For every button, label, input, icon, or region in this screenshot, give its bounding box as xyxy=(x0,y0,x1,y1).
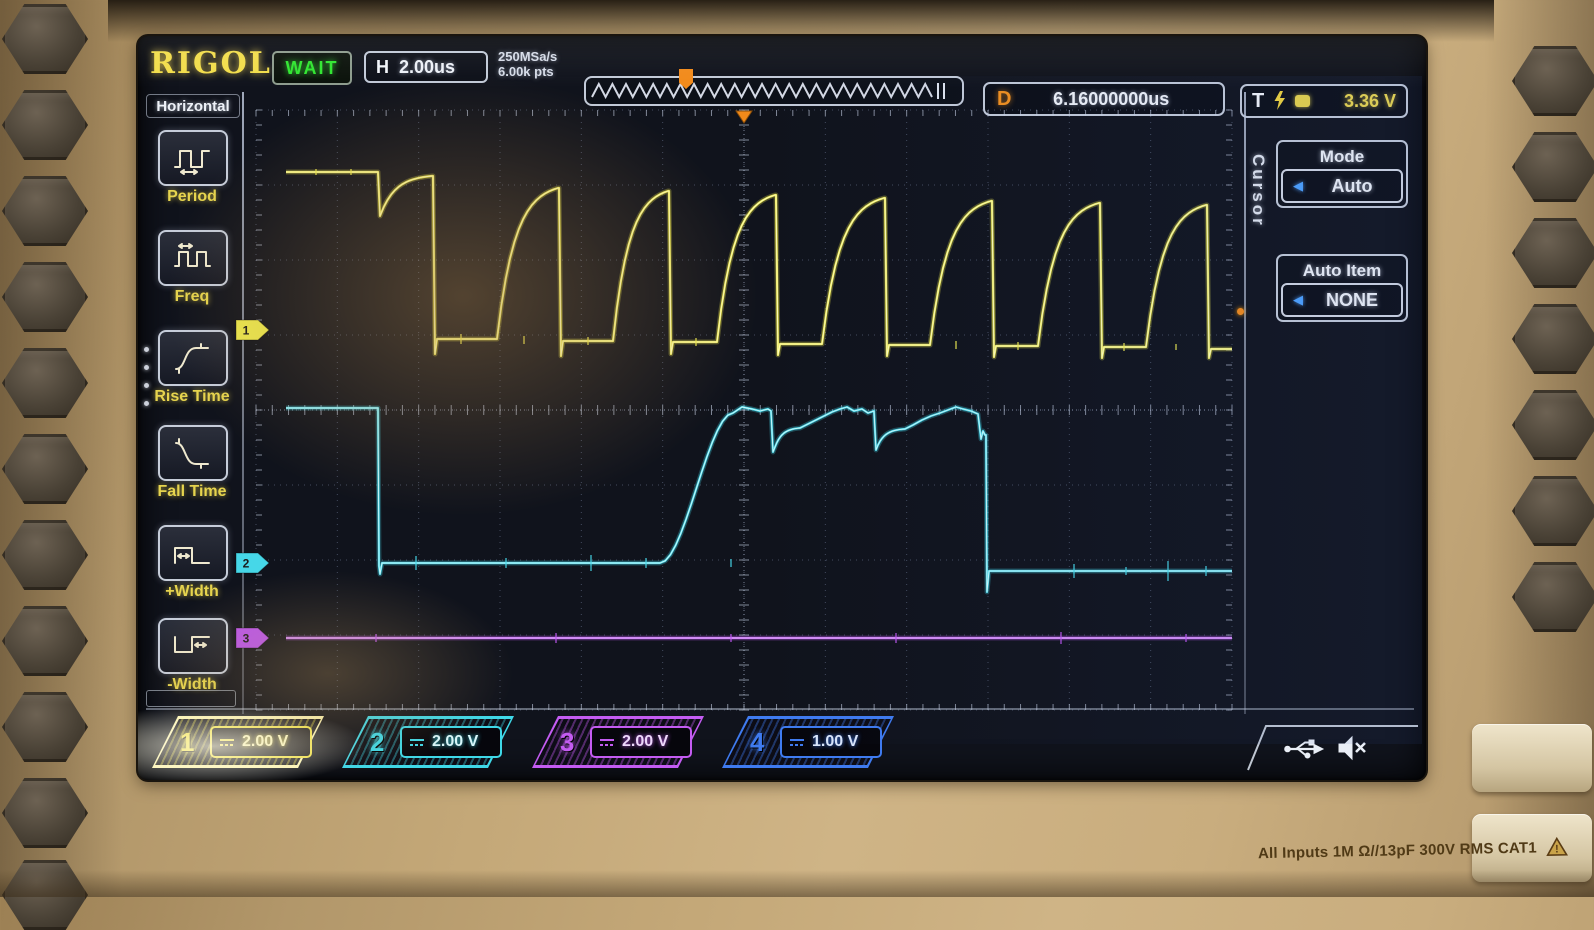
oscilloscope-screen: RIGOL WAIT H 2.00us 250MSa/s 6.00k pts D… xyxy=(138,36,1426,780)
measure-label-fall-time: Fall Time xyxy=(157,483,227,500)
plus-width-icon xyxy=(174,547,210,564)
menu-page-dot xyxy=(144,401,149,406)
measure-button-freq[interactable] xyxy=(158,230,228,286)
channel-scale-value: 2.00 V xyxy=(622,733,669,750)
warning-icon: ! xyxy=(1546,836,1568,857)
chevron-left-icon: ◀ xyxy=(1293,178,1303,193)
measure-label-plus-width: +Width xyxy=(165,583,219,600)
softkey-empty-box xyxy=(146,690,236,707)
auto-item-group: Auto Item ◀ NONE xyxy=(1276,254,1408,322)
measure-button-period[interactable] xyxy=(158,130,228,186)
usb-icon xyxy=(1284,739,1325,759)
panel-key[interactable] xyxy=(1472,724,1592,792)
channel-scale-box: 2.00 V xyxy=(400,726,502,758)
panel-top-shade xyxy=(108,0,1494,42)
left-menu-divider xyxy=(242,92,244,714)
measure-button-minus-width[interactable] xyxy=(158,618,228,674)
auto-item-title: Auto Item xyxy=(1302,261,1382,280)
panel-bottom-shade xyxy=(0,870,1594,897)
waveform-graticule: 3 2 1 xyxy=(235,109,1233,711)
channel-number: 1 xyxy=(180,727,195,757)
measure-label-freq: Freq xyxy=(174,288,210,305)
sample-rate: 250MSa/s xyxy=(498,49,558,64)
status-divider xyxy=(146,708,1414,710)
cursor-mode-group: Mode ◀ Auto xyxy=(1276,140,1408,208)
brand-logo: RIGOL xyxy=(150,46,272,81)
freq-icon xyxy=(174,243,211,267)
right-menu-divider xyxy=(1244,92,1246,714)
measure-button-rise-time[interactable] xyxy=(158,330,228,386)
channel-scale-value: 1.00 V xyxy=(812,733,859,750)
trigger-info-box[interactable]: T 3.36 V xyxy=(1240,84,1408,118)
auto-item-value: NONE xyxy=(1325,289,1378,310)
channel-badge-2[interactable]: 2 2.00 V xyxy=(342,716,514,768)
trigger-label: T xyxy=(1252,89,1265,112)
channel-scale-box: 1.00 V xyxy=(780,726,882,758)
channel-badge-3[interactable]: 3 2.00 V xyxy=(532,716,704,768)
channel-number: 2 xyxy=(370,727,385,757)
trigger-position-marker[interactable] xyxy=(679,69,693,89)
minus-width-icon xyxy=(174,636,210,653)
status-corner-lines xyxy=(1247,725,1418,771)
delay-label: D xyxy=(997,87,1012,110)
channel-number: 3 xyxy=(560,727,575,757)
channel-badge-4[interactable]: 4 1.00 V xyxy=(722,716,894,768)
timebase-value: 2.00us xyxy=(399,56,456,77)
svg-text:1: 1 xyxy=(243,324,250,338)
channel-scale-value: 2.00 V xyxy=(242,733,289,750)
dc-coupling-icon xyxy=(600,738,614,746)
waveform-overview-bar[interactable] xyxy=(584,69,964,106)
dc-coupling-icon xyxy=(410,738,424,746)
horizontal-label: H xyxy=(376,56,389,77)
trigger-source-ch1-icon xyxy=(1295,95,1311,107)
measure-label-period: Period xyxy=(167,188,217,205)
trigger-level-value: 3.36 V xyxy=(1343,90,1396,111)
measure-label-rise-time: Rise Time xyxy=(154,388,230,405)
period-icon xyxy=(174,150,210,175)
fall-time-icon xyxy=(175,438,209,469)
acquisition-info: 250MSa/s 6.00k pts xyxy=(498,49,557,79)
auto-item-button[interactable]: ◀ NONE xyxy=(1281,283,1403,317)
cursor-mode-value: Auto xyxy=(1331,175,1373,196)
cursor-mode-button[interactable]: ◀ Auto xyxy=(1281,169,1403,203)
trigger-edge-icon xyxy=(1274,91,1286,110)
channel-scale-box: 2.00 V xyxy=(590,726,692,758)
menu-page-dot xyxy=(144,383,149,388)
delay-value: 6.16000000us xyxy=(1053,88,1170,109)
left-menu-title: Horizontal xyxy=(146,94,240,118)
chevron-left-icon: ◀ xyxy=(1293,292,1303,307)
sound-muted-icon xyxy=(1338,735,1366,761)
channel-badge-1[interactable]: 1 2.00 V xyxy=(152,716,324,768)
menu-tab-cursor[interactable]: Cursor xyxy=(1249,154,1268,228)
cursor-mode-title: Mode xyxy=(1319,147,1365,166)
delay-box[interactable]: D 6.16000000us xyxy=(983,82,1225,116)
svg-text:3: 3 xyxy=(243,632,250,646)
timebase-box[interactable]: H 2.00us xyxy=(364,51,488,83)
dc-coupling-icon xyxy=(790,738,804,746)
measure-button-fall-time[interactable] xyxy=(158,425,228,481)
channel-scale-value: 2.00 V xyxy=(432,733,479,750)
trigger-status-badge: WAIT xyxy=(272,51,352,85)
measure-label-minus-width: -Width xyxy=(167,676,217,693)
menu-indicator-dot xyxy=(1237,308,1244,315)
menu-page-dot xyxy=(144,365,149,370)
dc-coupling-icon xyxy=(220,738,234,746)
menu-page-dot xyxy=(144,347,149,352)
rise-time-icon xyxy=(175,343,209,374)
memory-depth: 6.00k pts xyxy=(498,64,554,79)
overview-waveform xyxy=(591,81,945,100)
svg-text:2: 2 xyxy=(243,557,250,571)
channel-scale-box: 2.00 V xyxy=(210,726,312,758)
channel-number: 4 xyxy=(750,727,765,757)
panel-rating-label: All Inputs 1M Ω//13pF 300V RMS CAT1 ! xyxy=(1258,836,1568,863)
svg-text:!: ! xyxy=(1555,843,1559,855)
measure-button-plus-width[interactable] xyxy=(158,525,228,581)
